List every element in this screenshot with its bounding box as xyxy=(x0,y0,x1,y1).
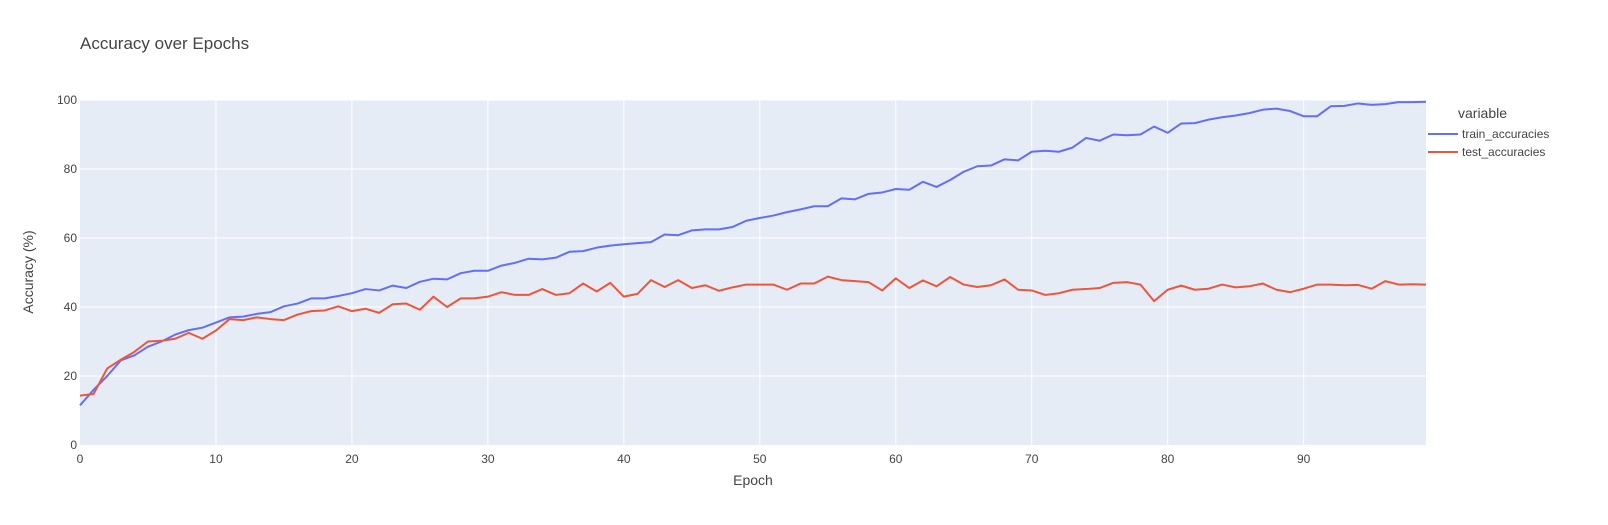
x-tick-label: 70 xyxy=(1025,452,1039,466)
x-tick-label: 80 xyxy=(1161,452,1175,466)
legend: variable train_accuracies test_accuracies xyxy=(1428,105,1549,159)
plot-area xyxy=(80,100,1426,445)
x-tick-label: 10 xyxy=(209,452,223,466)
x-axis-title: Epoch xyxy=(733,472,773,488)
legend-items: train_accuracies test_accuracies xyxy=(1428,127,1549,159)
y-tick-label: 60 xyxy=(64,231,78,245)
y-tick-label: 80 xyxy=(64,162,78,176)
legend-label: test_accuracies xyxy=(1462,145,1545,159)
x-tick-label: 50 xyxy=(753,452,767,466)
x-tick-label: 40 xyxy=(617,452,631,466)
chart-title: Accuracy over Epochs xyxy=(80,34,249,53)
series-line-test-accuracies xyxy=(79,275,1427,397)
y-tick-label: 40 xyxy=(64,300,78,314)
x-tick-label: 0 xyxy=(77,452,84,466)
y-tick-label: 0 xyxy=(70,438,77,452)
grid-lines xyxy=(80,99,1426,445)
axis-ticks: 0 10 20 30 40 50 60 70 80 90 0 20 40 60 80 100 xyxy=(57,93,1311,466)
y-tick-label: 100 xyxy=(57,93,77,107)
x-tick-label: 20 xyxy=(345,452,359,466)
series-line-train-accuracies xyxy=(79,100,1427,406)
legend-label: train_accuracies xyxy=(1462,127,1549,141)
x-tick-label: 60 xyxy=(889,452,903,466)
x-tick-label: 30 xyxy=(481,452,495,466)
y-axis-title: Accuracy (%) xyxy=(20,230,36,313)
legend-title: variable xyxy=(1458,105,1507,121)
y-tick-label: 20 xyxy=(64,369,78,383)
x-tick-label: 90 xyxy=(1297,452,1311,466)
series-lines xyxy=(79,100,1427,406)
